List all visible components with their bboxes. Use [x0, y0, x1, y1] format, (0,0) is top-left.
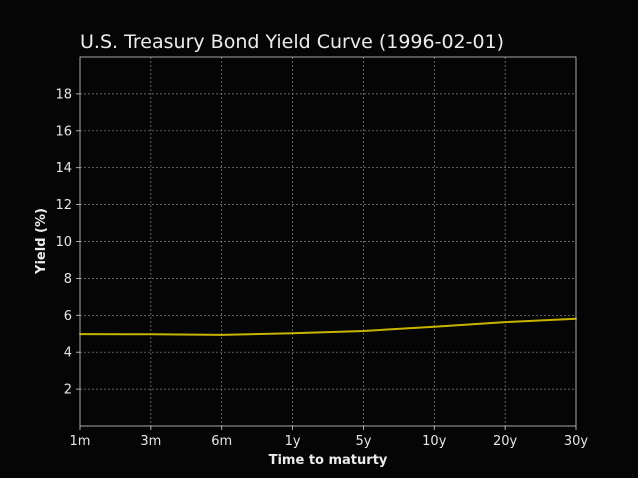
- yield-point: [149, 333, 152, 336]
- y-axis-label: Yield (%): [34, 208, 49, 275]
- x-tick-label: 1y: [285, 434, 301, 449]
- y-tick-label: 16: [55, 124, 72, 139]
- y-axis-ticks: 2 4 6 8 10 12 14 16 18: [55, 87, 80, 398]
- grid: [80, 57, 576, 426]
- yield-point: [220, 333, 223, 336]
- y-tick-label: 8: [64, 272, 72, 287]
- yield-curve-line: [79, 317, 577, 336]
- y-tick-label: 12: [55, 198, 72, 213]
- yield-point: [433, 325, 436, 328]
- chart-title: U.S. Treasury Bond Yield Curve (1996-02-…: [80, 31, 504, 53]
- y-tick-label: 4: [64, 346, 72, 361]
- yield-point: [504, 321, 507, 324]
- yield-point: [362, 330, 365, 332]
- x-tick-label: 3m: [140, 434, 161, 449]
- x-tick-label: 1m: [70, 434, 91, 449]
- x-tick-label: 20y: [493, 434, 518, 449]
- x-axis-ticks: 1m 3m 6m 1y 5y 10y 20y 30y: [70, 426, 589, 449]
- x-axis-label: Time to maturty: [269, 453, 388, 468]
- x-tick-label: 5y: [355, 434, 371, 449]
- x-tick-label: 10y: [422, 434, 447, 449]
- y-tick-label: 18: [55, 87, 72, 102]
- x-tick-label: 30y: [564, 434, 589, 449]
- yield-point: [291, 332, 294, 335]
- y-tick-label: 10: [55, 235, 72, 250]
- x-tick-label: 6m: [211, 434, 232, 449]
- y-tick-label: 14: [55, 161, 72, 176]
- y-tick-label: 2: [64, 383, 72, 398]
- y-tick-label: 6: [64, 309, 72, 324]
